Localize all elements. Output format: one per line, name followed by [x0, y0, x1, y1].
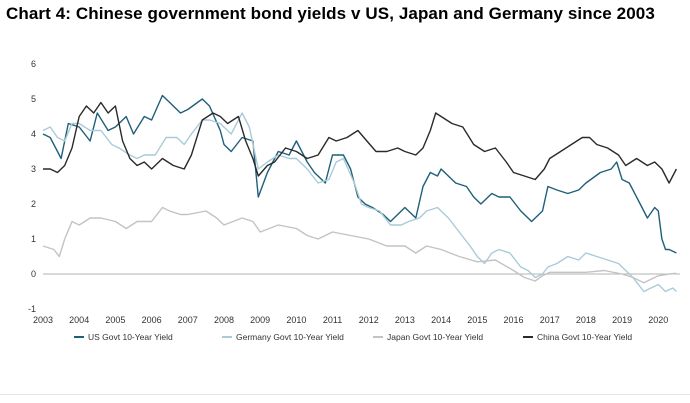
- x-tick-label: 2017: [540, 315, 560, 325]
- divider: [0, 394, 690, 395]
- x-tick-label: 2014: [431, 315, 451, 325]
- x-tick-label: 2005: [105, 315, 125, 325]
- x-tick-label: 2006: [142, 315, 162, 325]
- x-tick-label: 2013: [395, 315, 415, 325]
- x-tick-label: 2007: [178, 315, 198, 325]
- legend-label: Japan Govt 10-Year Yield: [387, 332, 483, 342]
- legend-label: China Govt 10-Year Yield: [537, 332, 632, 342]
- series-line-2: [42, 206, 677, 284]
- x-axis: 2003 2004 2005 2006 2007 2008 2009 2010 2011 2012…: [33, 315, 668, 325]
- y-axis: -1 0 1 2 3 4 5 6: [28, 59, 36, 314]
- y-tick-label: 5: [31, 94, 36, 104]
- x-tick-label: 2010: [286, 315, 306, 325]
- y-tick-label: -1: [28, 304, 36, 314]
- y-tick-label: 1: [31, 234, 36, 244]
- x-tick-label: 2015: [467, 315, 487, 325]
- legend-label: Germany Govt 10-Year Yield: [236, 332, 344, 342]
- x-tick-label: 2016: [503, 315, 523, 325]
- chart-title: Chart 4: Chinese government bond yields …: [6, 4, 655, 23]
- plot-area: [42, 94, 678, 293]
- legend: US Govt 10-Year Yield Germany Govt 10-Yea…: [74, 332, 632, 342]
- y-tick-label: 3: [31, 164, 36, 174]
- x-tick-label: 2011: [323, 315, 342, 325]
- x-tick-label: 2019: [612, 315, 632, 325]
- series-line-0: [42, 94, 677, 254]
- x-tick-label: 2020: [648, 315, 668, 325]
- y-tick-label: 0: [31, 269, 36, 279]
- legend-label: US Govt 10-Year Yield: [88, 332, 173, 342]
- x-tick-label: 2004: [69, 315, 89, 325]
- x-tick-label: 2003: [33, 315, 53, 325]
- series-line-1: [42, 112, 677, 293]
- y-tick-label: 2: [31, 199, 36, 209]
- x-tick-label: 2008: [214, 315, 234, 325]
- x-tick-label: 2009: [250, 315, 270, 325]
- x-tick-label: 2012: [359, 315, 379, 325]
- y-tick-label: 6: [31, 59, 36, 69]
- y-tick-label: 4: [31, 129, 36, 139]
- series-line-3: [43, 101, 678, 184]
- x-tick-label: 2018: [576, 315, 596, 325]
